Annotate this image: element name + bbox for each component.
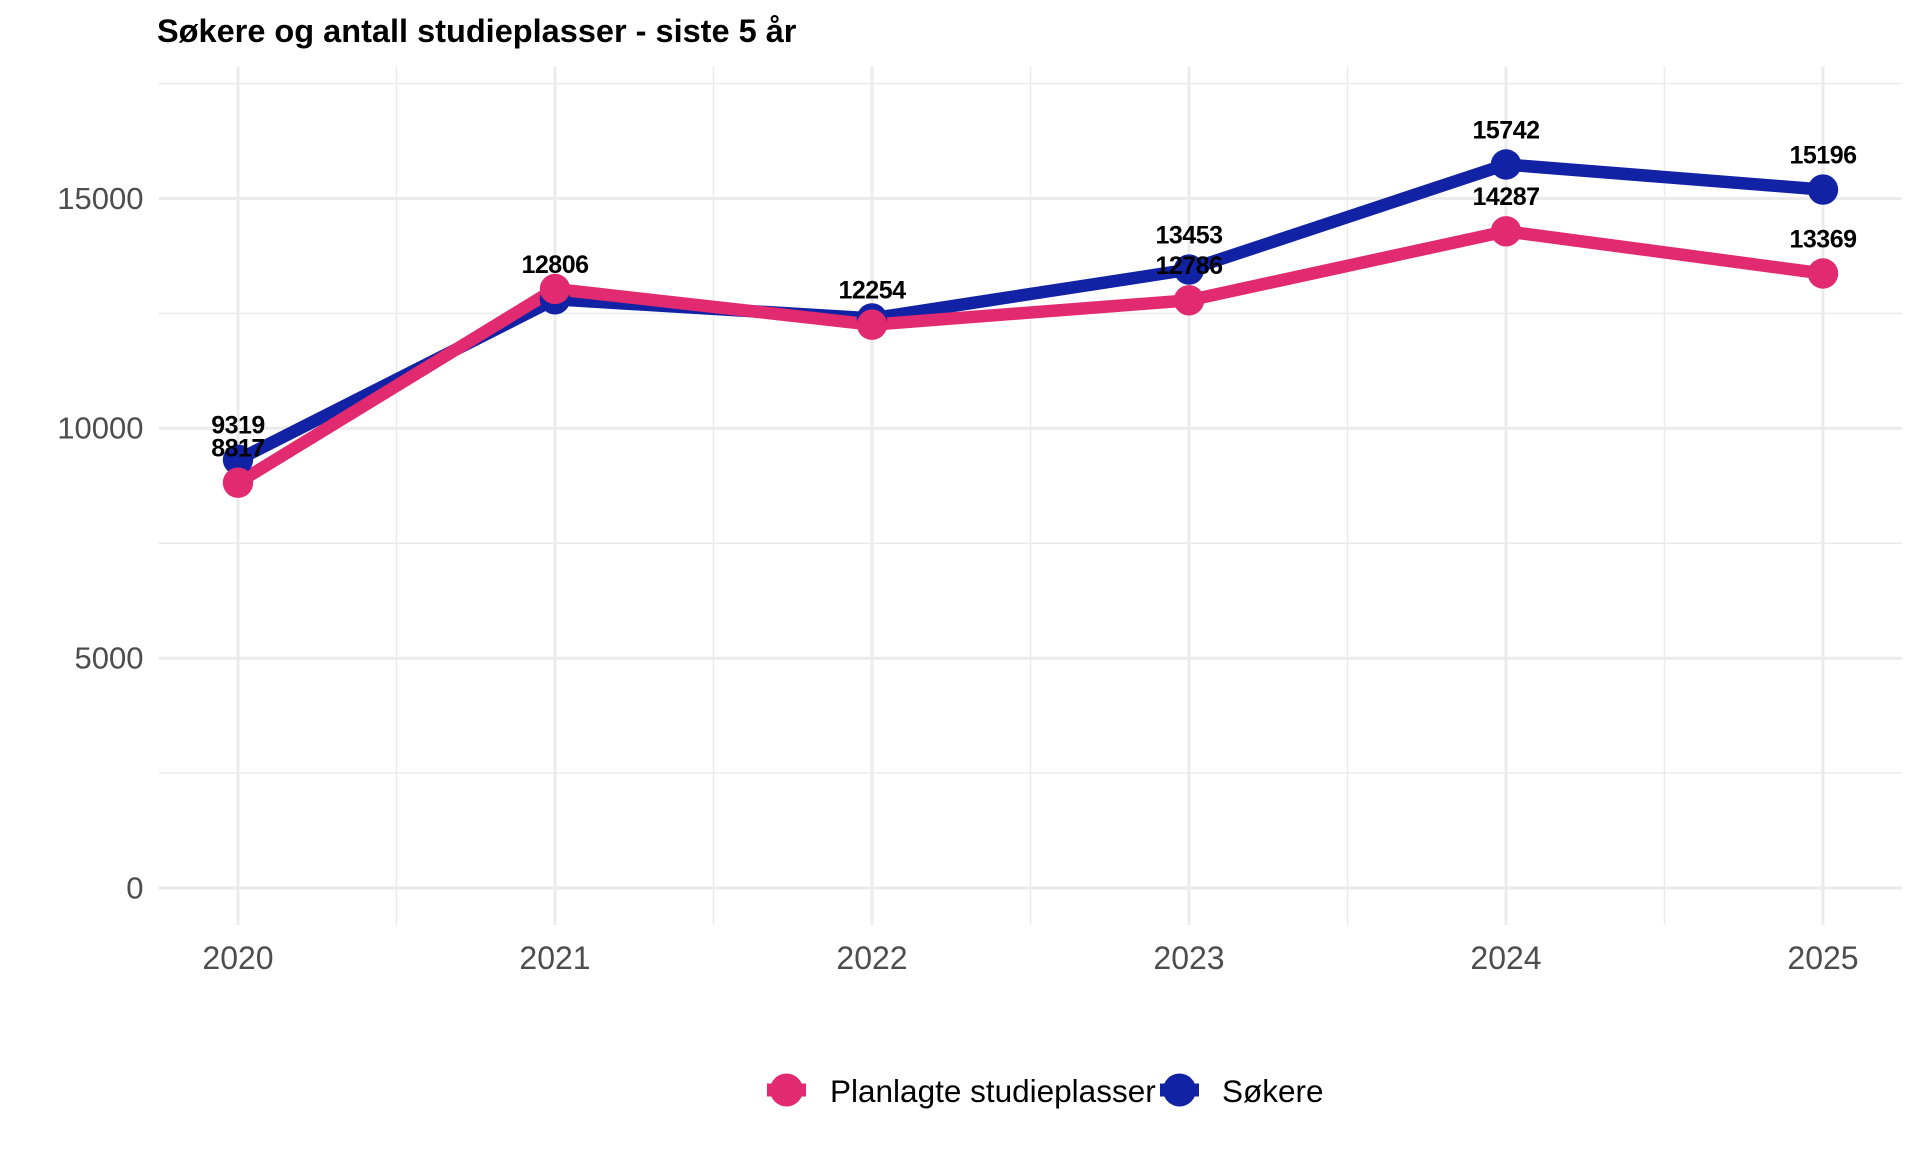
svg-text:2020: 2020	[202, 940, 273, 976]
svg-text:2021: 2021	[519, 940, 590, 976]
svg-text:0: 0	[126, 870, 143, 905]
svg-text:13453: 13453	[1155, 221, 1222, 249]
svg-text:Søkere: Søkere	[1222, 1073, 1324, 1109]
svg-text:Planlagte studieplasser: Planlagte studieplasser	[830, 1073, 1156, 1109]
svg-text:5000: 5000	[75, 641, 144, 676]
svg-text:8817: 8817	[211, 435, 265, 463]
svg-text:13369: 13369	[1789, 225, 1856, 253]
svg-text:9319: 9319	[211, 412, 265, 440]
svg-text:14287: 14287	[1472, 183, 1539, 211]
svg-text:2022: 2022	[836, 940, 907, 976]
svg-text:2023: 2023	[1153, 940, 1224, 976]
svg-text:12786: 12786	[1155, 252, 1222, 280]
svg-text:10000: 10000	[57, 411, 143, 446]
svg-text:15742: 15742	[1472, 116, 1539, 144]
svg-text:15000: 15000	[57, 181, 143, 216]
svg-text:2024: 2024	[1470, 940, 1541, 976]
svg-text:2025: 2025	[1787, 940, 1858, 976]
svg-text:12254: 12254	[838, 277, 906, 305]
svg-text:15196: 15196	[1789, 141, 1856, 169]
svg-text:Søkere og antall studieplasser: Søkere og antall studieplasser - siste 5…	[157, 13, 797, 49]
svg-text:12806: 12806	[521, 251, 588, 279]
